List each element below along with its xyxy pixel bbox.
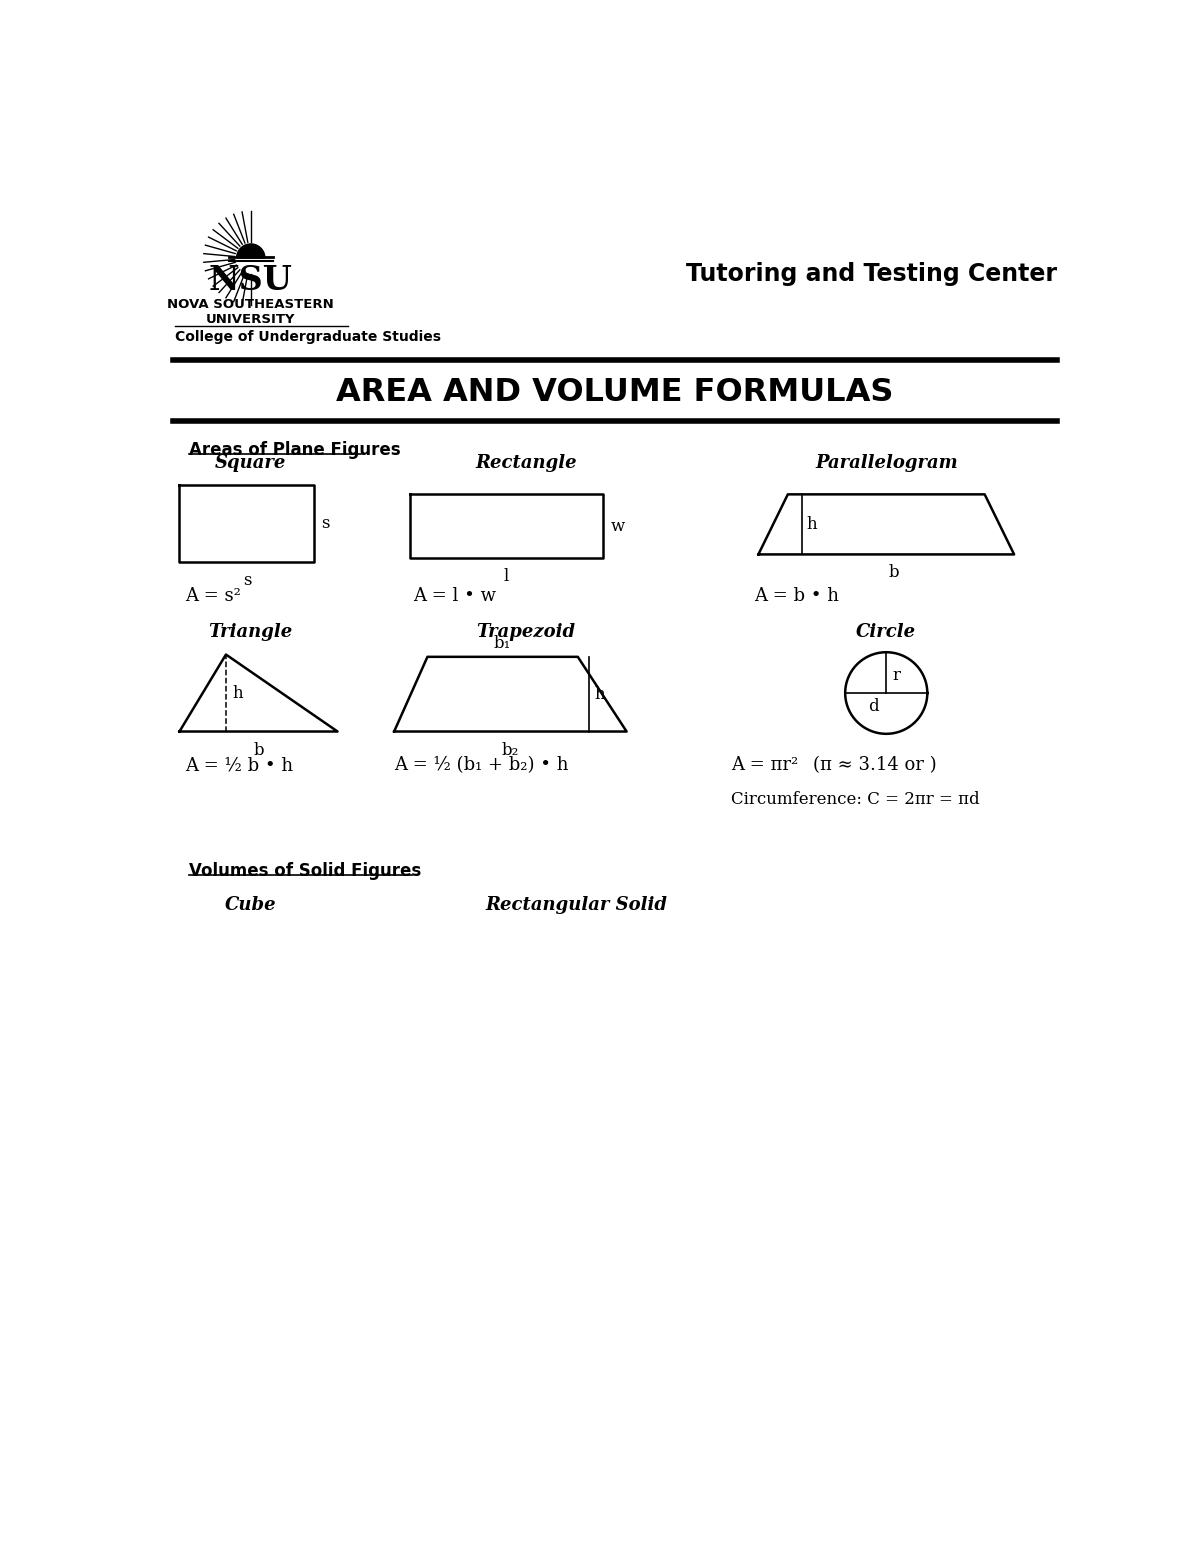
Text: h: h — [232, 685, 242, 702]
Text: A = ½ (b₁ + b₂) • h: A = ½ (b₁ + b₂) • h — [394, 756, 569, 773]
Text: r: r — [893, 666, 900, 683]
Text: b₂: b₂ — [502, 741, 520, 758]
Text: Areas of Plane Figures: Areas of Plane Figures — [188, 441, 401, 460]
Text: h: h — [595, 686, 606, 702]
Text: UNIVERSITY: UNIVERSITY — [206, 314, 295, 326]
Text: Circle: Circle — [856, 623, 917, 641]
Text: s: s — [242, 572, 251, 589]
Text: A = ½ b • h: A = ½ b • h — [185, 756, 293, 773]
Text: b₁: b₁ — [494, 635, 511, 652]
Text: b: b — [889, 564, 899, 581]
Text: Trapezoid: Trapezoid — [476, 623, 576, 641]
Text: s: s — [322, 516, 330, 533]
Text: Volumes of Solid Figures: Volumes of Solid Figures — [188, 862, 421, 881]
Text: Rectangular Solid: Rectangular Solid — [485, 896, 667, 913]
Text: l: l — [504, 568, 509, 585]
Polygon shape — [236, 244, 265, 258]
Text: b: b — [253, 741, 264, 758]
Text: NOVA SOUTHEASTERN: NOVA SOUTHEASTERN — [167, 298, 334, 311]
Text: A = πr²: A = πr² — [731, 756, 798, 773]
Text: Square: Square — [215, 453, 287, 472]
Text: Triangle: Triangle — [209, 623, 293, 641]
Text: AREA AND VOLUME FORMULAS: AREA AND VOLUME FORMULAS — [336, 377, 894, 408]
Text: (π ≈ 3.14 or ): (π ≈ 3.14 or ) — [812, 756, 936, 773]
Text: College of Undergraduate Studies: College of Undergraduate Studies — [175, 331, 440, 345]
Text: Parallelogram: Parallelogram — [815, 453, 958, 472]
Text: Circumference: C = 2πr = πd: Circumference: C = 2πr = πd — [731, 790, 980, 808]
Text: A = l • w: A = l • w — [414, 587, 497, 604]
Text: Cube: Cube — [224, 896, 276, 913]
Text: Tutoring and Testing Center: Tutoring and Testing Center — [685, 262, 1057, 286]
Text: d: d — [868, 697, 878, 714]
Text: w: w — [611, 517, 624, 534]
Text: h: h — [806, 516, 817, 533]
Text: A = s²: A = s² — [185, 587, 241, 604]
Text: NSU: NSU — [209, 264, 293, 297]
Text: Rectangle: Rectangle — [475, 453, 577, 472]
Text: A = b • h: A = b • h — [755, 587, 840, 604]
